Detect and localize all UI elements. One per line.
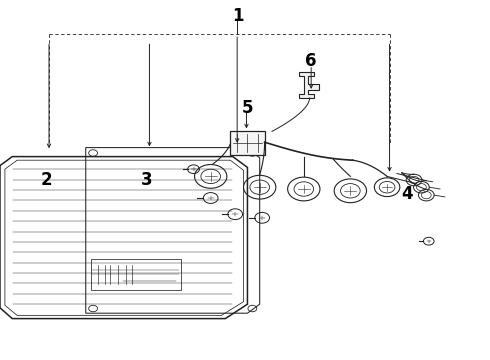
Text: 5: 5 <box>242 99 253 117</box>
Polygon shape <box>299 72 318 98</box>
Text: 4: 4 <box>401 185 413 203</box>
Polygon shape <box>230 131 265 155</box>
Text: 6: 6 <box>305 52 317 70</box>
Text: 1: 1 <box>232 7 244 25</box>
Text: 2: 2 <box>41 171 52 189</box>
Text: 3: 3 <box>141 171 153 189</box>
